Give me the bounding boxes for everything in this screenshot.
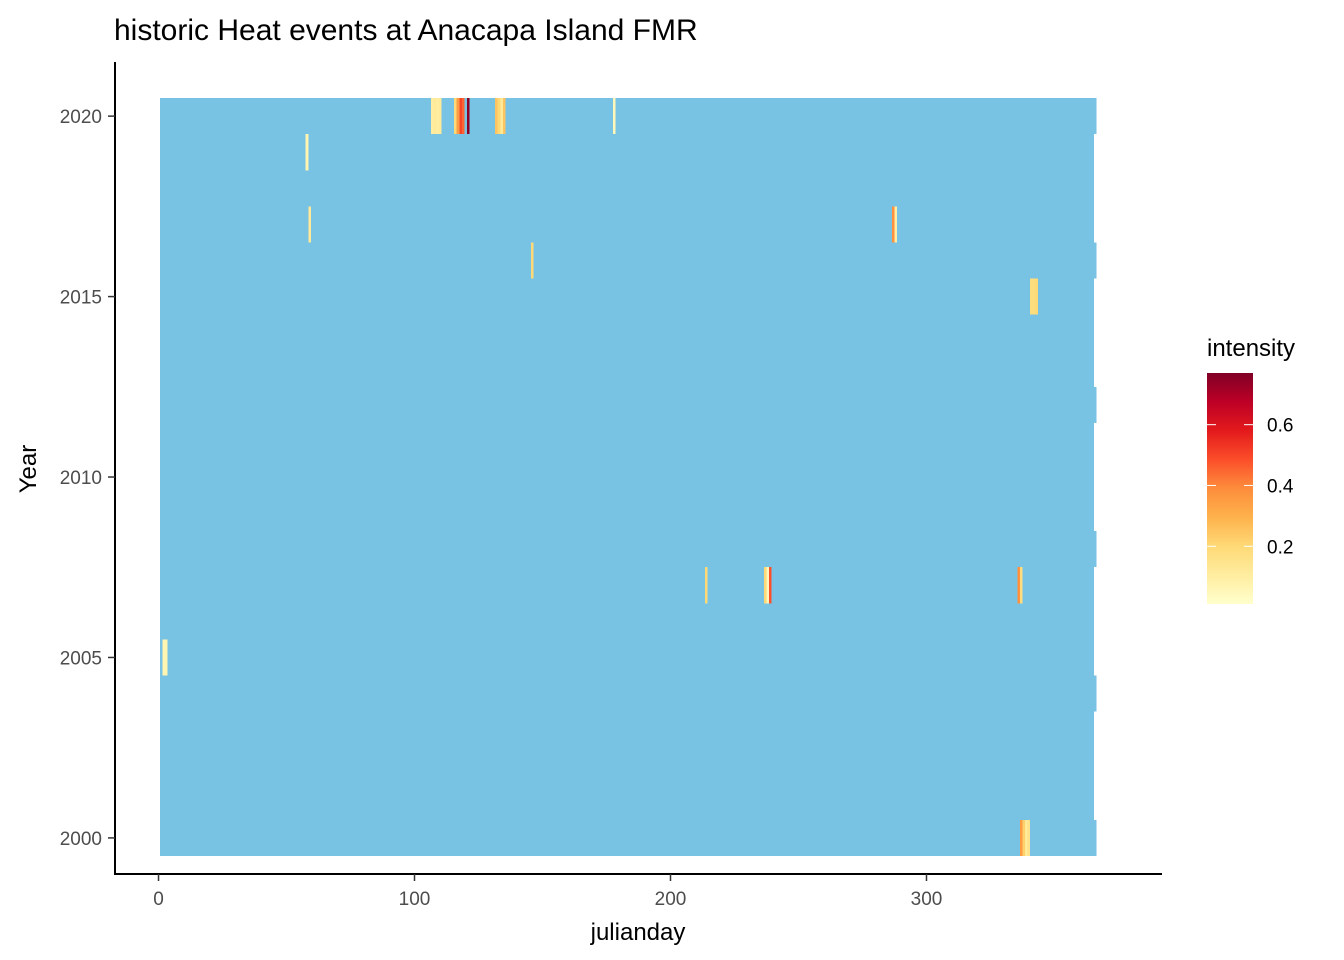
heat-event-cell [431,98,434,135]
heat-event-cell [305,134,309,171]
year-row-2005 [159,639,1095,676]
year-row-2003 [159,711,1095,748]
year-row-2004 [159,675,1097,712]
year-row-2013 [159,350,1095,387]
y-tick-label: 2020 [60,107,102,128]
legend-colorbar [1207,373,1253,604]
heat-event-cell [466,98,470,135]
heat-event-cell [1035,278,1038,315]
year-row-2011 [159,422,1095,459]
year-row-2020 [159,98,1097,135]
x-tick-label: 200 [655,889,687,910]
year-row-2002 [159,747,1095,784]
year-row-2010 [159,458,1095,496]
year-row-2000 [159,819,1097,856]
heat-event-cell [502,98,506,135]
x-axis-ticks: 0 100 200 300 [153,874,942,910]
legend-ticks: 0.2 0.4 0.6 [1207,416,1294,558]
heat-event-cell [454,98,457,135]
x-tick-label: 0 [153,889,164,910]
year-row-2012 [159,386,1097,423]
heat-event-cell [438,98,442,135]
heat-event-cell [1019,567,1023,604]
year-row-2018 [159,170,1095,207]
y-axis-ticks: 2000 2005 2010 2015 2020 [60,107,115,850]
heat-event-cell [433,98,437,135]
year-row-2019 [159,134,1095,171]
heat-event-cell [1032,278,1036,315]
heat-event-cell [769,567,772,604]
legend-title: intensity [1207,335,1295,362]
x-tick-label: 100 [399,889,431,910]
heat-event-cell [500,98,503,135]
chart-title: historic Heat events at Anacapa Island F… [114,14,698,47]
y-tick-label: 2000 [60,829,102,850]
heat-event-cell [1027,819,1031,856]
year-row-2014 [159,314,1095,351]
heat-event-cell [436,98,439,135]
heat-event-cell [530,242,534,279]
year-row-2009 [159,495,1095,532]
heat-event-cell [1022,819,1026,856]
legend-tick-label: 0.4 [1267,476,1294,497]
heat-event-cell [459,98,462,135]
year-row-2006 [159,603,1095,640]
year-row-2016 [159,242,1097,279]
heat-event-cell [1030,278,1033,315]
legend: intensity 0.2 0.4 0.6 [1207,335,1295,604]
legend-tick-label: 0.2 [1267,537,1293,558]
heat-event-cell [495,98,498,135]
heat-event-cell [894,206,898,243]
year-row-2001 [159,783,1095,820]
heat-event-cell [891,206,895,243]
heat-event-cell [162,639,165,676]
legend-tick-label: 0.6 [1267,416,1293,437]
heat-event-cell [308,206,311,243]
y-tick-label: 2010 [60,468,102,489]
heat-event-cell [766,567,770,604]
y-axis-title: Year [15,445,42,494]
heat-event-cell [164,639,168,676]
heat-event-cell [705,567,708,604]
heat-event-cell [1025,819,1028,856]
year-row-2008 [159,531,1097,568]
y-tick-label: 2015 [60,288,102,309]
year-row-2007 [159,567,1095,604]
plot-area [159,98,1097,856]
x-tick-label: 300 [911,889,943,910]
heat-event-cell [497,98,501,135]
y-tick-label: 2005 [60,648,102,669]
year-row-2015 [159,278,1095,315]
year-row-2017 [159,206,1095,243]
heat-event-cell [1017,567,1020,604]
heat-event-cell [461,98,465,135]
heat-event-cell [456,98,460,135]
heat-event-cell [612,98,616,135]
heat-event-cell [1019,819,1023,856]
heat-event-cell [763,567,767,604]
x-axis-title: julianday [590,919,686,946]
